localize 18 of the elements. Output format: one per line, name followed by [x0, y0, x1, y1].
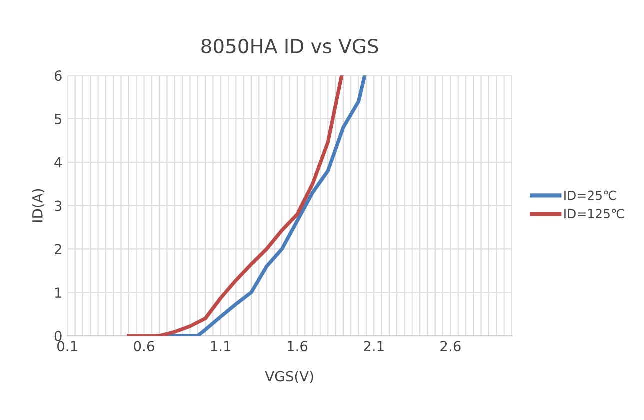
x-tick-label: 1.6 [288, 341, 308, 352]
y-tick-label: 3 [54, 200, 62, 212]
x-tick-label: 2.1 [364, 341, 384, 352]
y-axis-title: ID(A) [32, 189, 45, 222]
legend-label: ID=25℃ [564, 190, 616, 200]
y-tick-label: 5 [54, 114, 62, 124]
y-tick-label: 0 [54, 330, 62, 342]
legend-label: ID=125℃ [564, 209, 624, 219]
y-tick-label: 4 [54, 158, 62, 168]
y-tick-label: 1 [55, 288, 62, 298]
y-tick-label: 6 [54, 70, 62, 82]
x-tick-label: 1.1 [211, 341, 231, 352]
chart-title: 8050HA ID vs VGS [202, 38, 378, 54]
x-tick-label: 0.6 [134, 341, 154, 352]
x-axis-title: VGS(V) [265, 370, 314, 384]
x-tick-label: 0.1 [57, 341, 78, 352]
x-tick-label: 2.6 [440, 341, 461, 352]
y-tick-label: 2 [54, 244, 62, 254]
